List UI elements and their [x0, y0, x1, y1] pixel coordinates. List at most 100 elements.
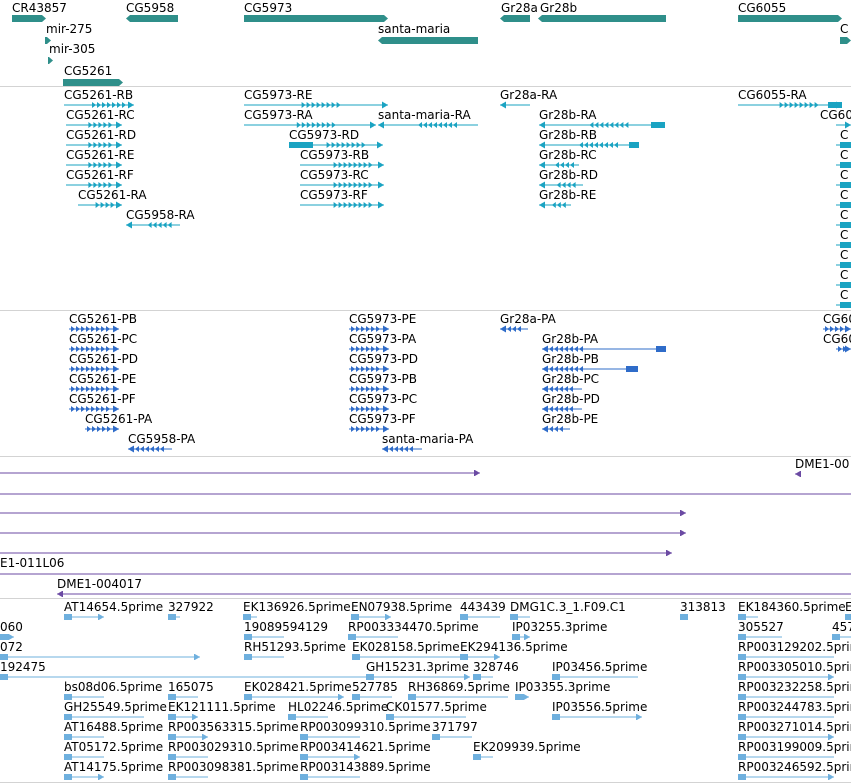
est-feature[interactable]	[64, 714, 144, 720]
est-label[interactable]: 19089594129	[244, 620, 328, 634]
est-feature[interactable]	[288, 714, 328, 720]
est-label[interactable]: 443439	[460, 600, 506, 614]
transcript-feature[interactable]	[66, 161, 122, 169]
transcript-feature[interactable]	[836, 221, 851, 229]
transcript-label[interactable]: CG5958-RA	[126, 208, 195, 222]
protein-label[interactable]: CG5261-PC	[69, 332, 138, 346]
transcript-feature[interactable]	[244, 101, 388, 109]
est-feature[interactable]	[515, 694, 529, 700]
gene-label[interactable]: C	[840, 22, 849, 36]
est-label[interactable]: 305527	[738, 620, 784, 634]
est-feature[interactable]	[300, 754, 360, 760]
est-feature[interactable]	[386, 714, 466, 720]
est-feature[interactable]	[460, 654, 500, 660]
clone-feature[interactable]	[57, 591, 851, 597]
transcript-feature[interactable]	[836, 301, 851, 309]
protein-feature[interactable]	[382, 445, 422, 453]
gene-label[interactable]: CG5958	[126, 1, 175, 15]
transcript-label[interactable]: CG5261-RC	[66, 108, 135, 122]
gene-feature-edge[interactable]	[840, 37, 851, 44]
est-feature[interactable]	[738, 754, 834, 760]
protein-feature[interactable]	[349, 385, 389, 393]
protein-feature[interactable]	[349, 365, 389, 373]
est-label[interactable]: 072	[0, 640, 23, 654]
transcript-label[interactable]: C	[840, 168, 849, 182]
est-feature[interactable]	[738, 634, 782, 640]
protein-label[interactable]: CG5261-PF	[69, 392, 136, 406]
est-feature[interactable]	[168, 754, 208, 760]
protein-label[interactable]: Gr28b-PB	[542, 352, 599, 366]
est-feature[interactable]	[64, 734, 104, 740]
est-label[interactable]: EK028158.5prime	[352, 640, 460, 654]
est-feature[interactable]	[351, 614, 391, 620]
gene-label[interactable]: santa-maria	[378, 22, 451, 36]
gene-feature-cg5958[interactable]	[126, 15, 178, 22]
transcript-feature[interactable]	[836, 241, 851, 249]
transcript-feature[interactable]	[836, 261, 851, 269]
protein-label[interactable]: CG5973-PD	[349, 352, 419, 366]
gene-label[interactable]: Gr28b	[540, 1, 578, 15]
clone-feature[interactable]	[0, 492, 851, 496]
est-label[interactable]: RP003029310.5prime	[168, 740, 299, 754]
est-label[interactable]: 371797	[432, 720, 478, 734]
est-label[interactable]: RP003199009.5prime	[738, 740, 851, 754]
protein-label[interactable]: Gr28b-PA	[542, 332, 599, 346]
protein-feature[interactable]	[128, 445, 172, 453]
gene-feature-santa-maria[interactable]	[378, 37, 478, 44]
transcript-label[interactable]: CG5973-RA	[244, 108, 313, 122]
est-label[interactable]: 313813	[680, 600, 726, 614]
est-feature[interactable]	[244, 654, 284, 660]
est-feature[interactable]	[244, 634, 284, 640]
protein-label[interactable]: santa-maria-PA	[382, 432, 474, 446]
est-label[interactable]: RP003143889.5prime	[300, 760, 431, 774]
transcript-label[interactable]: CG5261-RD	[66, 128, 137, 142]
transcript-label[interactable]: C	[840, 128, 849, 142]
est-label[interactable]: RP003099310.5prime	[300, 720, 431, 734]
est-label[interactable]: 328746	[473, 660, 519, 674]
est-label[interactable]: 192475	[0, 660, 46, 674]
est-label[interactable]: IP03456.5prime	[552, 660, 648, 674]
gene-feature-gr28b[interactable]	[538, 15, 666, 22]
est-feature[interactable]	[738, 654, 834, 660]
est-feature[interactable]	[244, 694, 344, 700]
transcript-feature[interactable]	[738, 101, 842, 109]
est-feature[interactable]	[366, 674, 470, 680]
est-feature[interactable]	[64, 754, 104, 760]
gene-label[interactable]: CG5261	[64, 64, 113, 78]
est-feature[interactable]	[738, 694, 834, 700]
est-label[interactable]: IP03355.3prime	[515, 680, 611, 694]
est-feature[interactable]	[738, 614, 758, 620]
est-feature[interactable]	[680, 614, 688, 620]
protein-feature[interactable]	[823, 325, 851, 333]
protein-feature[interactable]	[69, 365, 119, 373]
est-feature[interactable]	[460, 614, 500, 620]
protein-label[interactable]: CG5973-PE	[349, 312, 417, 326]
transcript-label[interactable]: CG5261-RF	[66, 168, 134, 182]
protein-label[interactable]: Gr28b-PE	[542, 412, 599, 426]
est-label[interactable]: IP03556.5prime	[552, 700, 648, 714]
gene-label[interactable]: CG5973	[244, 1, 293, 15]
est-feature[interactable]	[168, 734, 208, 740]
est-feature[interactable]	[352, 654, 476, 660]
est-label[interactable]: RP003305010.5prime	[738, 660, 851, 674]
est-label[interactable]: AT16488.5prime	[64, 720, 164, 734]
transcript-feature[interactable]	[300, 161, 384, 169]
est-label[interactable]: E	[845, 600, 851, 614]
clone-label[interactable]: DME1-004017	[57, 577, 142, 591]
protein-feature[interactable]	[500, 325, 528, 333]
protein-label[interactable]: CG5973-PB	[349, 372, 418, 386]
transcript-label[interactable]: Gr28b-RB	[539, 128, 598, 142]
est-label[interactable]: AT14654.5prime	[64, 600, 164, 614]
est-label[interactable]: RH51293.5prime	[244, 640, 346, 654]
clone-label[interactable]: DME1-00	[795, 457, 850, 471]
gene-label[interactable]: mir-305	[49, 42, 96, 56]
est-label[interactable]: RP003334470.5prime	[348, 620, 479, 634]
transcript-label[interactable]: C	[840, 288, 849, 302]
protein-feature[interactable]	[349, 405, 389, 413]
est-label[interactable]: RP003129202.5prime	[738, 640, 851, 654]
est-label[interactable]: EK184360.5prime	[738, 600, 846, 614]
gene-label[interactable]: CG6055	[738, 1, 787, 15]
transcript-feature[interactable]	[539, 201, 571, 209]
protein-feature[interactable]	[542, 365, 638, 373]
protein-feature[interactable]	[349, 425, 389, 433]
